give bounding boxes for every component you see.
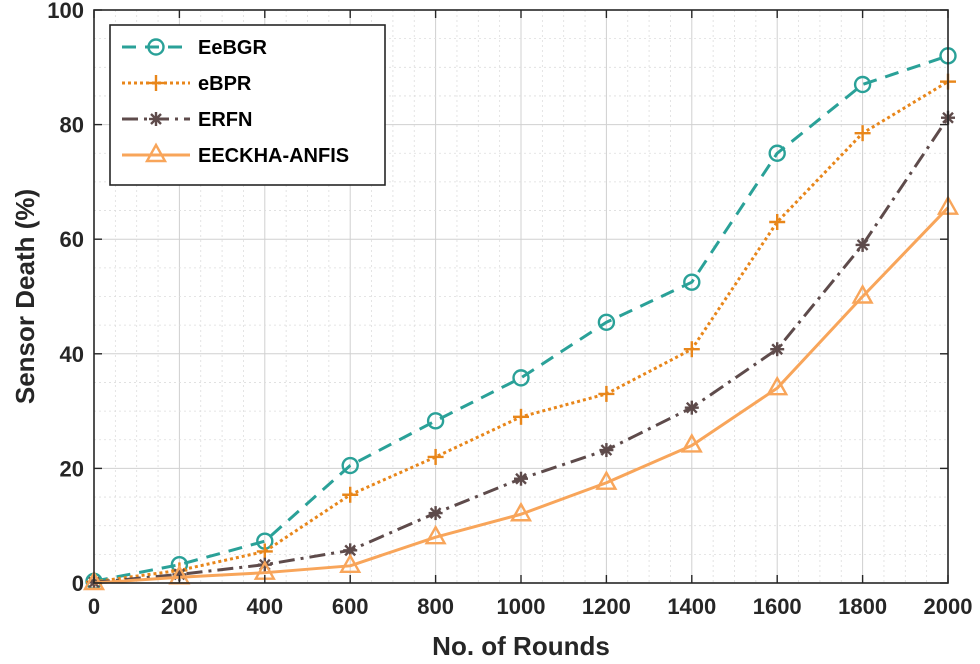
triangle-marker-shape [339,553,362,574]
data-point-eebgr [512,369,530,387]
x-tick-label: 600 [332,594,369,619]
data-point-erfn [770,342,785,357]
x-tick-label: 800 [417,594,454,619]
legend-label-erfn: ERFN [198,109,252,131]
data-point-eebgr [768,144,786,162]
x-tick-label: 200 [161,594,198,619]
data-point-eeckha-anfis [82,570,106,591]
data-point-erfn [428,506,443,521]
x-tick-label: 1600 [753,594,802,619]
data-point-ebpr [598,385,615,402]
asterisk-marker-d2 [429,507,442,519]
data-point-ebpr [342,486,359,503]
asterisk-marker-d2 [600,444,613,456]
circle-marker-shape [512,369,530,387]
data-point-eebgr [597,313,616,331]
legend: EeBGR eBPR ERFN EECKHA-ANFIS [109,24,386,186]
asterisk-marker-d2 [515,472,527,485]
data-point-ebpr [683,341,700,358]
triangle-marker-shape [851,284,874,304]
circle-marker-shape [341,456,359,475]
data-point-ebpr [769,214,786,231]
series-line-eeckha-anfis [93,206,950,585]
x-axis-label: No. of Rounds [432,631,610,661]
x-tick-label: 0 [88,594,100,619]
y-tick-label: 0 [72,571,84,596]
data-point-eebgr [853,75,872,94]
series-line-eebgr [93,54,949,583]
data-point-eeckha-anfis [595,470,618,490]
data-point-eeckha-anfis [766,375,789,396]
triangle-marker-shape [509,501,533,522]
data-point-ebpr [513,408,529,425]
asterisk-marker-d2 [685,401,698,414]
circle-marker-shape [683,273,701,291]
legend-marker-eeckha-anfis [144,142,168,163]
data-point-eeckha-anfis [680,433,703,453]
data-point-eebgr [341,456,359,475]
triangle-marker-shape [424,524,447,545]
data-point-erfn [514,471,528,486]
y-tick-label: 100 [47,0,84,23]
data-point-ebpr [256,543,273,560]
legend-marker-erfn [149,112,163,126]
x-tick-label: 1200 [582,594,631,619]
x-tick-label: 1400 [667,594,716,619]
y-tick-label: 20 [60,456,84,481]
circle-marker-shape [597,313,616,331]
triangle-marker-shape [680,433,703,453]
data-point-erfn [855,237,870,252]
data-point-erfn [684,400,699,415]
asterisk-marker-d2 [856,239,869,251]
axis-ticks: 0 200 400 600 800 1000 1200 1400 1600 1800 2000 0 20… [47,0,972,619]
circle-marker-shape [426,412,445,430]
x-tick-label: 1000 [497,594,546,619]
y-tick-label: 60 [60,227,84,252]
circle-marker-shape [768,144,786,162]
asterisk-marker-d2 [771,343,784,356]
triangle-marker-shape [144,142,168,163]
legend-marker-eebgr [147,38,165,56]
data-point-eeckha-anfis [509,501,533,522]
x-tick-label: 2000 [924,594,973,619]
data-point-eeckha-anfis [339,553,362,574]
data-point-eebgr [683,273,701,291]
data-point-eeckha-anfis [424,524,447,545]
circle-marker-shape [147,38,165,56]
y-tick-label: 80 [60,113,84,138]
legend-label-eebgr: EeBGR [198,37,267,59]
x-tick-label: 1800 [838,594,887,619]
data-point-ebpr [427,448,444,465]
legend-marker-ebpr [148,75,164,91]
legend-box [109,24,386,186]
data-point-eeckha-anfis [851,284,874,304]
y-axis-label: Sensor Death (%) [10,189,40,404]
asterisk-marker-d2 [150,113,162,125]
data-point-eebgr [426,412,445,430]
circle-marker-shape [853,75,872,94]
triangle-marker-shape [766,375,789,396]
y-tick-label: 40 [60,342,84,367]
triangle-marker-shape [595,470,618,490]
triangle-marker-shape [82,570,106,591]
data-point-erfn [599,443,614,458]
x-tick-label: 400 [246,594,283,619]
legend-label-ebpr: eBPR [198,73,252,95]
data-point-ebpr [854,125,871,142]
legend-label-eeckha-anfis: EECKHA-ANFIS [198,145,349,167]
asterisk-marker-d2 [344,544,357,557]
